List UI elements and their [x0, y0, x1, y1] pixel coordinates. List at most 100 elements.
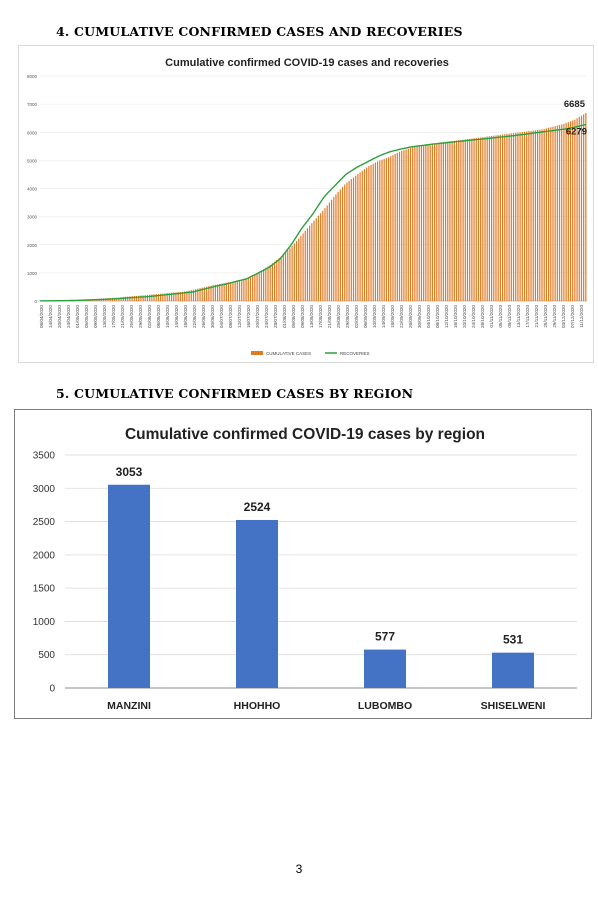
bar-cumulative-cases: [471, 138, 473, 301]
x-tick-label: 28/10/2020: [480, 305, 485, 328]
x-tick-label: 04/10/2020: [426, 305, 431, 328]
bar-cumulative-cases: [177, 292, 179, 301]
y-tick-label: 0: [34, 299, 37, 304]
bar-cumulative-cases: [379, 160, 381, 301]
x-tick-label: 21/05/2020: [120, 305, 125, 328]
bar-cumulative-cases: [558, 124, 561, 302]
bar-cumulative-cases: [241, 279, 243, 301]
bar-cumulative-cases: [135, 295, 138, 301]
bar-cumulative-cases: [190, 290, 192, 301]
x-tick-label: 01/08/2020: [282, 305, 287, 328]
bar-cumulative-cases: [291, 245, 293, 301]
bar-cumulative-cases: [263, 269, 265, 301]
bar-cumulative-cases: [243, 279, 245, 301]
bar-cumulative-cases: [515, 132, 517, 301]
bar-cumulative-cases: [361, 170, 363, 301]
x-tick-label: 24/07/2020: [264, 305, 269, 328]
bar-cumulative-cases: [550, 127, 552, 301]
y-tick-label: 2000: [33, 550, 56, 561]
bar-cumulative-cases: [300, 235, 302, 301]
x-tick-label: 09/08/2020: [300, 305, 305, 328]
bar-cumulative-cases: [335, 194, 337, 301]
bar-cumulative-cases: [157, 293, 160, 301]
x-tick-label: 29/05/2020: [138, 305, 143, 328]
bar-cumulative-cases: [407, 148, 409, 301]
bar-cumulative-cases: [547, 127, 550, 301]
bar-cumulative-cases: [469, 138, 471, 301]
bar-cumulative-cases: [170, 292, 173, 301]
bar-cumulative-cases: [271, 263, 273, 301]
bar-cumulative-cases: [510, 133, 512, 301]
data-label: 531: [503, 633, 523, 647]
x-tick-label: 25/11/2020: [543, 305, 548, 328]
data-label: 3053: [116, 465, 143, 479]
bar-cumulative-cases: [460, 139, 462, 301]
bar-cumulative-cases: [227, 282, 230, 301]
chart-title: Cumulative confirmed COVID-19 cases by r…: [125, 426, 485, 443]
bar-cumulative-cases: [405, 149, 407, 301]
bar-cumulative-cases: [289, 248, 291, 301]
x-tick-label: 17/05/2020: [111, 305, 116, 328]
bar-cumulative-cases: [572, 120, 574, 302]
bar-cumulative-cases: [486, 136, 488, 301]
bar-cumulative-cases: [420, 145, 423, 301]
category-label: HHOHHO: [234, 700, 281, 712]
bar-cumulative-cases: [210, 285, 212, 301]
x-tick-label: 22/06/2020: [192, 305, 197, 328]
y-tick-label: 0: [49, 684, 55, 695]
y-tick-label: 6000: [27, 130, 38, 135]
bar-cumulative-cases: [501, 134, 504, 301]
bar-cumulative-cases: [195, 289, 197, 301]
bar-cumulative-cases: [363, 169, 366, 301]
x-tick-label: 30/06/2020: [210, 305, 215, 328]
legend-label-recoveries: RECOVERIES: [340, 351, 370, 356]
bar-cumulative-cases: [168, 292, 170, 301]
x-tick-label: 03/12/2020: [561, 305, 566, 328]
bar-cumulative-cases: [574, 119, 576, 302]
bar-cumulative-cases: [504, 134, 506, 301]
bar-cumulative-cases: [146, 294, 149, 301]
x-tick-label: 06/06/2020: [156, 305, 161, 328]
bar-cumulative-cases: [464, 139, 466, 301]
bar-cumulative-cases: [337, 191, 339, 301]
bar-cumulative-cases: [175, 292, 177, 301]
category-label: MANZINI: [107, 700, 151, 712]
x-tick-label: 05/08/2020: [291, 305, 296, 328]
bar-cumulative-cases: [576, 118, 578, 301]
x-tick-label: 14/06/2020: [174, 305, 179, 328]
bar-cumulative-cases: [245, 278, 247, 301]
y-tick-label: 1500: [33, 584, 56, 595]
bar-cumulative-cases: [221, 283, 223, 301]
x-tick-label: 08/10/2020: [435, 305, 440, 328]
page-number: 3: [295, 862, 303, 876]
bar-cumulative-cases: [490, 135, 493, 301]
x-tick-label: 10/06/2020: [165, 305, 170, 328]
x-tick-label: 02/06/2020: [147, 305, 152, 328]
x-tick-label: 14/04/2020: [48, 305, 53, 328]
bar-cumulative-cases: [381, 159, 383, 301]
x-tick-label: 09/05/2020: [93, 305, 98, 328]
bar-cumulative-cases: [129, 296, 131, 301]
bar-cumulative-cases: [449, 141, 451, 301]
data-label: 2524: [244, 500, 271, 514]
bar-cumulative-cases: [267, 266, 269, 301]
bar-cumulative-cases: [302, 233, 304, 301]
bar-cumulative-cases: [304, 230, 306, 301]
bar-cumulative-cases: [131, 296, 133, 301]
bar-cumulative-cases: [495, 135, 497, 301]
bar-cumulative-cases: [539, 129, 541, 301]
bar-cumulative-cases: [561, 124, 563, 302]
bar-cumulative-cases: [466, 139, 469, 301]
x-tick-label: 18/09/2020: [390, 305, 395, 328]
bar-cumulative-cases: [368, 166, 370, 301]
x-tick-label: 17/11/2020: [525, 305, 530, 328]
x-tick-label: 24/10/2020: [471, 305, 476, 328]
bar-cumulative-cases: [344, 184, 346, 301]
bar-cumulative-cases: [506, 133, 508, 301]
bar-cumulative-cases: [556, 125, 558, 302]
bar-cumulative-cases: [451, 141, 453, 301]
x-tick-label: 10/09/2020: [372, 305, 377, 328]
bar-cumulative-cases: [144, 295, 146, 301]
bar-cumulative-cases: [181, 291, 184, 301]
chart-title: Cumulative confirmed COVID-19 cases and …: [165, 57, 449, 69]
